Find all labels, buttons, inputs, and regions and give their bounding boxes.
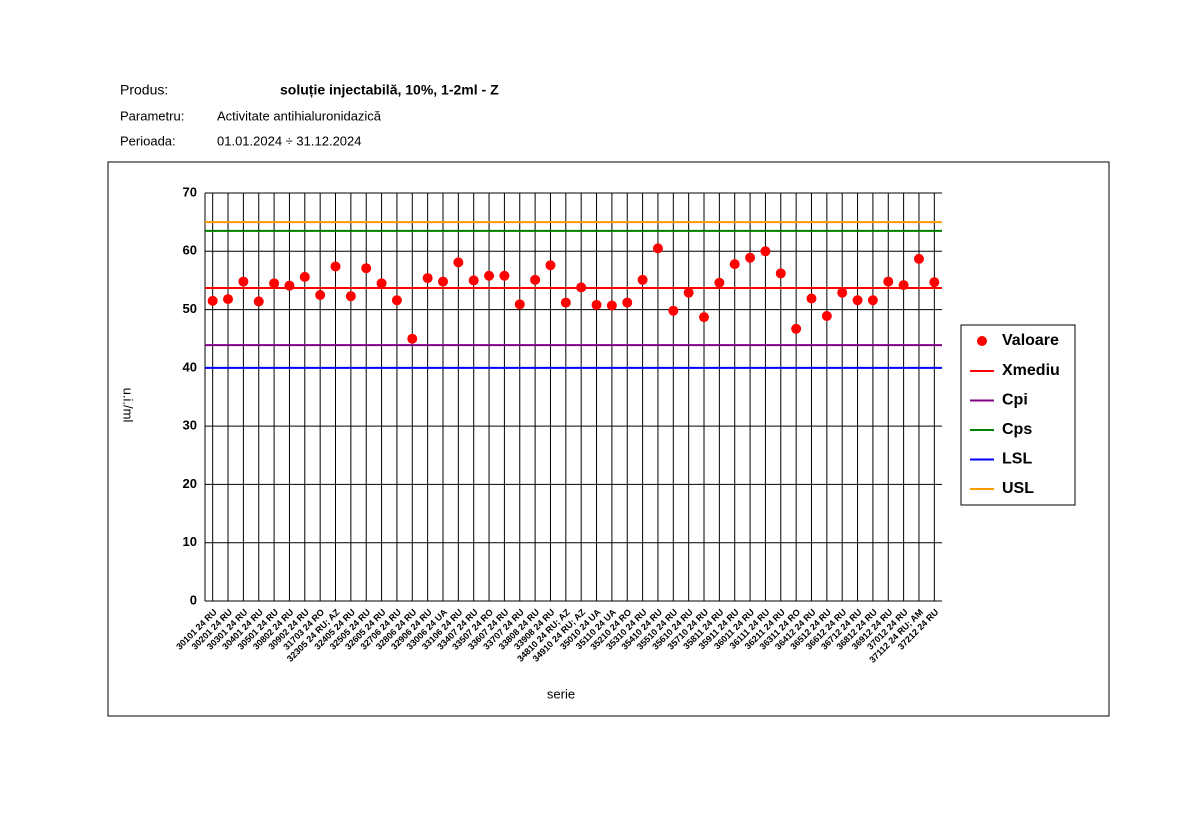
- point: [315, 290, 326, 300]
- legend-marker: [977, 336, 987, 346]
- parameter: Activitate antihialuronidazică: [217, 108, 382, 123]
- point: [407, 333, 418, 344]
- point: [714, 277, 725, 288]
- point: [775, 268, 786, 279]
- point: [867, 295, 878, 306]
- y-axis-label: u.i./ml: [121, 388, 136, 423]
- period: 01.01.2024 ÷ 31.12.2024: [217, 133, 362, 148]
- point: [238, 276, 249, 287]
- point: [391, 295, 402, 306]
- product: soluție injectabilă, 10%, 1-2ml - Z: [280, 82, 499, 98]
- point: [437, 276, 448, 287]
- point: [223, 294, 234, 305]
- point: [883, 276, 894, 287]
- point: [422, 273, 433, 284]
- y-tick-label: 20: [183, 476, 197, 491]
- x-axis-label: serie: [547, 686, 575, 701]
- point: [576, 282, 587, 293]
- point: [299, 271, 310, 282]
- legend-label: USL: [1002, 480, 1034, 497]
- period-label: Perioada:: [120, 133, 176, 148]
- point: [361, 263, 372, 274]
- point: [791, 323, 802, 334]
- point: [284, 280, 295, 291]
- point: [453, 257, 464, 268]
- point: [913, 253, 924, 264]
- y-tick-label: 50: [183, 301, 197, 316]
- point: [468, 275, 479, 286]
- point: [898, 280, 909, 291]
- point: [668, 305, 679, 316]
- y-tick-label: 40: [183, 359, 197, 374]
- point: [514, 299, 525, 310]
- point: [484, 270, 495, 281]
- point: [760, 246, 771, 257]
- point: [560, 297, 571, 308]
- point: [683, 287, 694, 298]
- point: [806, 293, 817, 304]
- legend-label: LSL: [1002, 451, 1032, 468]
- legend-label: Cps: [1002, 421, 1032, 438]
- legend-box: [960, 324, 1076, 506]
- y-tick-label: 0: [190, 592, 197, 607]
- legend-label: Valoare: [1002, 332, 1059, 349]
- chart-frame: [107, 161, 1110, 717]
- y-tick-label: 60: [183, 243, 197, 258]
- legend-label: Cpi: [1002, 392, 1028, 409]
- point: [253, 296, 264, 307]
- point: [729, 259, 740, 270]
- point: [852, 295, 863, 306]
- parameter-label: Parametru:: [120, 108, 184, 123]
- y-tick-label: 70: [183, 184, 197, 199]
- point: [207, 295, 218, 306]
- point: [530, 274, 541, 285]
- point: [745, 252, 756, 263]
- point: [622, 297, 633, 308]
- y-tick-label: 30: [183, 418, 197, 433]
- y-tick-label: 10: [183, 534, 197, 549]
- point: [837, 287, 848, 298]
- legend-label: Xmediu: [1002, 362, 1060, 379]
- point: [376, 278, 387, 289]
- point: [330, 261, 341, 272]
- point: [345, 291, 356, 302]
- product-label: Produs:: [120, 82, 168, 98]
- point: [929, 277, 940, 288]
- point: [637, 274, 648, 285]
- point: [652, 243, 663, 254]
- point: [545, 260, 556, 271]
- point: [499, 270, 510, 281]
- point: [606, 300, 617, 311]
- point: [269, 278, 280, 289]
- point: [591, 299, 602, 310]
- point: [821, 310, 832, 321]
- point: [699, 312, 710, 323]
